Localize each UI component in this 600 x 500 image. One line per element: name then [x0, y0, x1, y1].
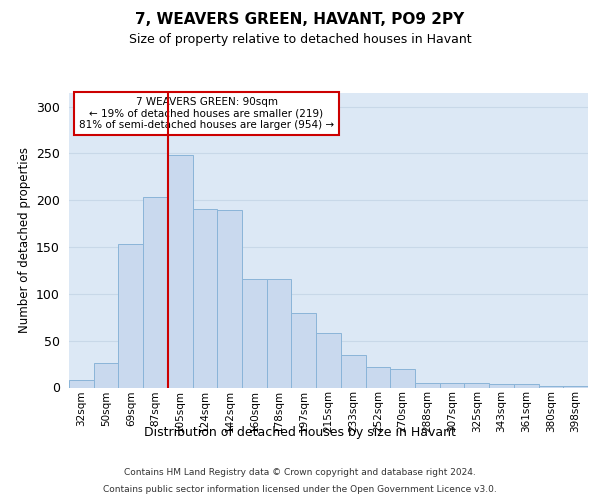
Bar	[217, 210, 242, 388]
Text: 7 WEAVERS GREEN: 90sqm
← 19% of detached houses are smaller (219)
81% of semi-de: 7 WEAVERS GREEN: 90sqm ← 19% of detached…	[79, 97, 334, 130]
Text: Size of property relative to detached houses in Havant: Size of property relative to detached ho…	[128, 32, 472, 46]
Bar	[514, 384, 539, 388]
Bar	[267, 279, 292, 388]
Bar	[390, 369, 415, 388]
Bar	[94, 363, 118, 388]
Text: 7, WEAVERS GREEN, HAVANT, PO9 2PY: 7, WEAVERS GREEN, HAVANT, PO9 2PY	[136, 12, 464, 28]
Bar	[292, 312, 316, 388]
Text: Contains public sector information licensed under the Open Government Licence v3: Contains public sector information licen…	[103, 484, 497, 494]
Bar	[69, 380, 94, 388]
Bar	[563, 386, 588, 388]
Y-axis label: Number of detached properties: Number of detached properties	[17, 147, 31, 333]
Bar	[365, 367, 390, 388]
Bar	[193, 208, 217, 388]
Bar	[464, 383, 489, 388]
Bar	[118, 244, 143, 388]
Bar	[242, 279, 267, 388]
Bar	[440, 383, 464, 388]
Text: Distribution of detached houses by size in Havant: Distribution of detached houses by size …	[144, 426, 456, 439]
Bar	[341, 354, 365, 388]
Bar	[539, 386, 563, 388]
Bar	[143, 198, 168, 388]
Text: Contains HM Land Registry data © Crown copyright and database right 2024.: Contains HM Land Registry data © Crown c…	[124, 468, 476, 477]
Bar	[415, 383, 440, 388]
Bar	[168, 155, 193, 388]
Bar	[489, 384, 514, 388]
Bar	[316, 333, 341, 388]
